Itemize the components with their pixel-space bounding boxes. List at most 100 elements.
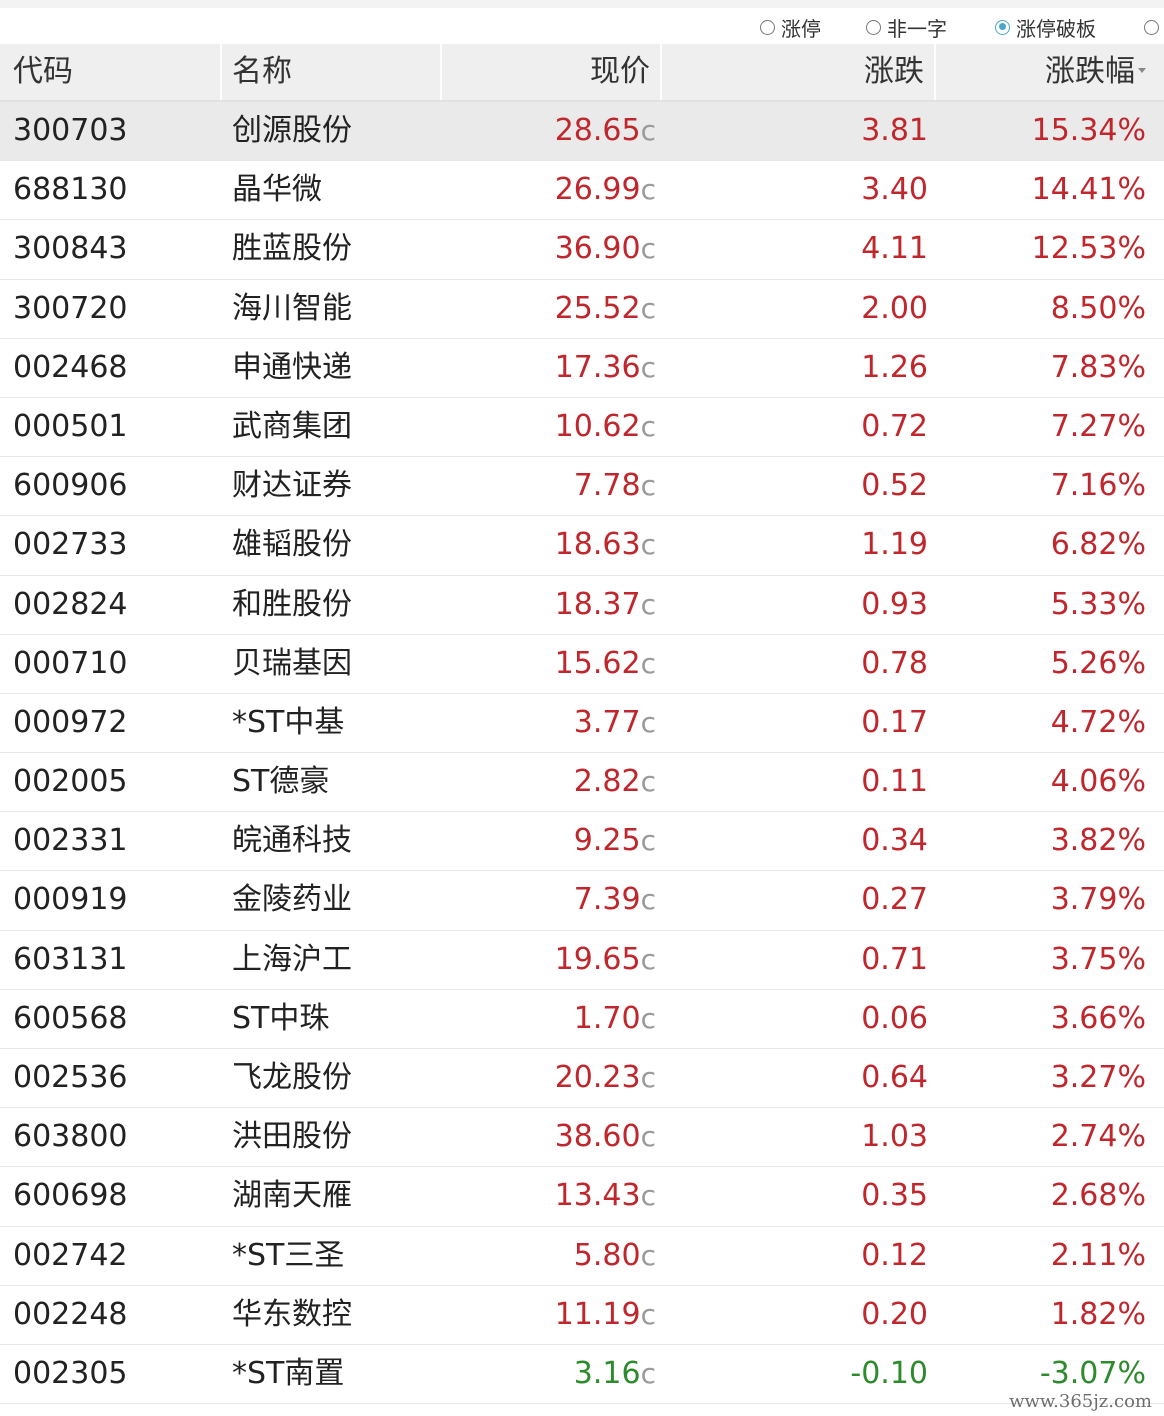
change-percent: 7.16% [1050, 468, 1146, 504]
column-header-code[interactable]: 代码 [0, 44, 222, 100]
price-change: 0.27 [861, 882, 928, 918]
price-value: 9.25 [573, 823, 641, 859]
filter-limit-up[interactable]: 涨停 [760, 14, 821, 41]
table-row[interactable]: 600698 湖南天雁 13.43c 0.35 2.68% [0, 1167, 1164, 1227]
price-marker: c [640, 528, 656, 562]
change-percent: 2.74% [1050, 1119, 1146, 1155]
stock-name: 飞龙股份 [232, 1060, 352, 1095]
current-price: 7.39c [574, 871, 656, 929]
radio-icon [1144, 19, 1159, 35]
stock-name: 湖南天雁 [232, 1178, 352, 1214]
radio-icon [866, 19, 881, 35]
stock-code: 600568 [13, 1000, 128, 1036]
filter-non-one-line[interactable]: 非一字 [866, 14, 947, 41]
table-row[interactable]: 002742 *ST三圣 5.80c 0.12 2.11% [0, 1227, 1164, 1286]
table-row[interactable]: 000501 武商集团 10.62c 0.72 7.27% [0, 398, 1164, 458]
filter-label: 涨停破板 [1016, 16, 1096, 41]
sort-desc-icon [1138, 68, 1146, 73]
stock-code: 002005 [13, 764, 128, 800]
price-change: 0.06 [861, 1000, 928, 1036]
price-marker: c [640, 114, 656, 147]
header-label: 现价 [590, 54, 650, 89]
price-value: 1.70 [573, 1000, 641, 1036]
stock-code: 002331 [13, 823, 128, 859]
stock-code: 002305 [13, 1355, 128, 1391]
current-price: 3.16c [574, 1345, 656, 1403]
stock-name: ST德豪 [232, 764, 330, 800]
stock-code: 603131 [13, 941, 128, 977]
table-row[interactable]: 002536 飞龙股份 20.23c 0.64 3.27% [0, 1049, 1164, 1109]
change-percent: 5.33% [1050, 586, 1146, 622]
table-row[interactable]: 688130 晶华微 26.99c 3.40 14.41% [0, 161, 1164, 221]
table-row[interactable]: 603800 洪田股份 38.60c 1.03 2.74% [0, 1108, 1164, 1168]
table-row[interactable]: 002331 皖通科技 9.25c 0.34 3.82% [0, 812, 1164, 872]
price-marker: c [640, 409, 656, 443]
table-row[interactable]: 600568 ST中珠 1.70c 0.06 3.66% [0, 990, 1164, 1049]
price-change: 0.34 [861, 823, 928, 859]
stock-name: 洪田股份 [232, 1119, 352, 1155]
table-row[interactable]: 300720 海川智能 25.52c 2.00 8.50% [0, 280, 1164, 339]
change-percent: 2.68% [1050, 1178, 1146, 1214]
price-value: 13.43 [554, 1178, 641, 1214]
change-percent: 4.06% [1050, 764, 1146, 800]
stock-name: 贝瑞基因 [232, 645, 352, 681]
filter-more[interactable] [1144, 14, 1164, 40]
price-marker: c [640, 1238, 656, 1272]
change-percent: 5.26% [1050, 645, 1146, 681]
stock-name: 晶华微 [232, 172, 322, 208]
current-price: 10.62c [555, 398, 656, 456]
price-value: 5.80 [573, 1237, 641, 1273]
price-change: 0.20 [861, 1296, 928, 1332]
column-header-name[interactable]: 名称 [222, 44, 442, 100]
table-row[interactable]: 002305 *ST南置 3.16c -0.10 -3.07% [0, 1345, 1164, 1405]
stock-code: 000919 [13, 882, 128, 918]
stock-name: *ST中基 [232, 704, 345, 740]
radio-icon [760, 19, 775, 35]
table-row[interactable]: 000710 贝瑞基因 15.62c 0.78 5.26% [0, 635, 1164, 694]
table-row[interactable]: 300843 胜蓝股份 36.90c 4.11 12.53% [0, 220, 1164, 280]
stock-code: 002536 [13, 1060, 128, 1095]
price-change: 2.00 [861, 290, 928, 326]
table-row[interactable]: 603131 上海沪工 19.65c 0.71 3.75% [0, 931, 1164, 990]
price-value: 10.62 [554, 408, 641, 444]
column-header-price[interactable]: 现价 [442, 44, 662, 100]
table-row[interactable]: 300703 创源股份 28.65c 3.81 15.34% [0, 102, 1164, 162]
price-marker: c [640, 1297, 656, 1331]
stock-code: 300843 [13, 231, 128, 267]
current-price: 36.90c [555, 220, 656, 278]
table-row[interactable]: 002005 ST德豪 2.82c 0.11 4.06% [0, 753, 1164, 813]
price-value: 36.90 [554, 231, 641, 267]
change-percent: -3.07% [1039, 1355, 1146, 1391]
price-marker: c [640, 765, 656, 799]
table-row[interactable]: 000972 *ST中基 3.77c 0.17 4.72% [0, 694, 1164, 754]
current-price: 1.70c [574, 990, 656, 1048]
current-price: 18.63c [555, 516, 656, 574]
stock-name: 金陵药业 [232, 882, 352, 918]
table-row[interactable]: 002824 和胜股份 18.37c 0.93 5.33% [0, 576, 1164, 635]
filter-limit-up-broken[interactable]: 涨停破板 [995, 14, 1096, 41]
price-marker: c [640, 587, 656, 621]
price-value: 26.99 [554, 172, 641, 208]
stock-table-body: 300703 创源股份 28.65c 3.81 15.34% 688130 晶华微 26.99… [0, 102, 1164, 1405]
price-marker: c [640, 883, 656, 917]
price-value: 18.63 [554, 527, 641, 563]
stock-name: 武商集团 [232, 408, 352, 444]
change-percent: 6.82% [1050, 527, 1146, 563]
current-price: 3.77c [574, 694, 656, 752]
stock-code: 600906 [13, 468, 128, 504]
current-price: 17.36c [555, 339, 656, 397]
table-row[interactable]: 002733 雄韬股份 18.63c 1.19 6.82% [0, 516, 1164, 576]
change-percent: 2.11% [1050, 1237, 1146, 1273]
table-row[interactable]: 002468 申通快递 17.36c 1.26 7.83% [0, 339, 1164, 398]
price-value: 19.65 [554, 941, 641, 977]
header-label: 名称 [232, 54, 292, 89]
table-row[interactable]: 000919 金陵药业 7.39c 0.27 3.79% [0, 871, 1164, 931]
table-row[interactable]: 002248 华东数控 11.19c 0.20 1.82% [0, 1286, 1164, 1345]
table-row[interactable]: 600906 财达证券 7.78c 0.52 7.16% [0, 457, 1164, 517]
price-change: 3.40 [861, 172, 928, 208]
column-header-pct[interactable]: 涨跌幅 [936, 44, 1152, 100]
price-change: 0.71 [861, 941, 928, 977]
price-marker: c [640, 1356, 656, 1390]
price-change: 0.72 [861, 408, 928, 444]
column-header-change[interactable]: 涨跌 [662, 44, 936, 100]
